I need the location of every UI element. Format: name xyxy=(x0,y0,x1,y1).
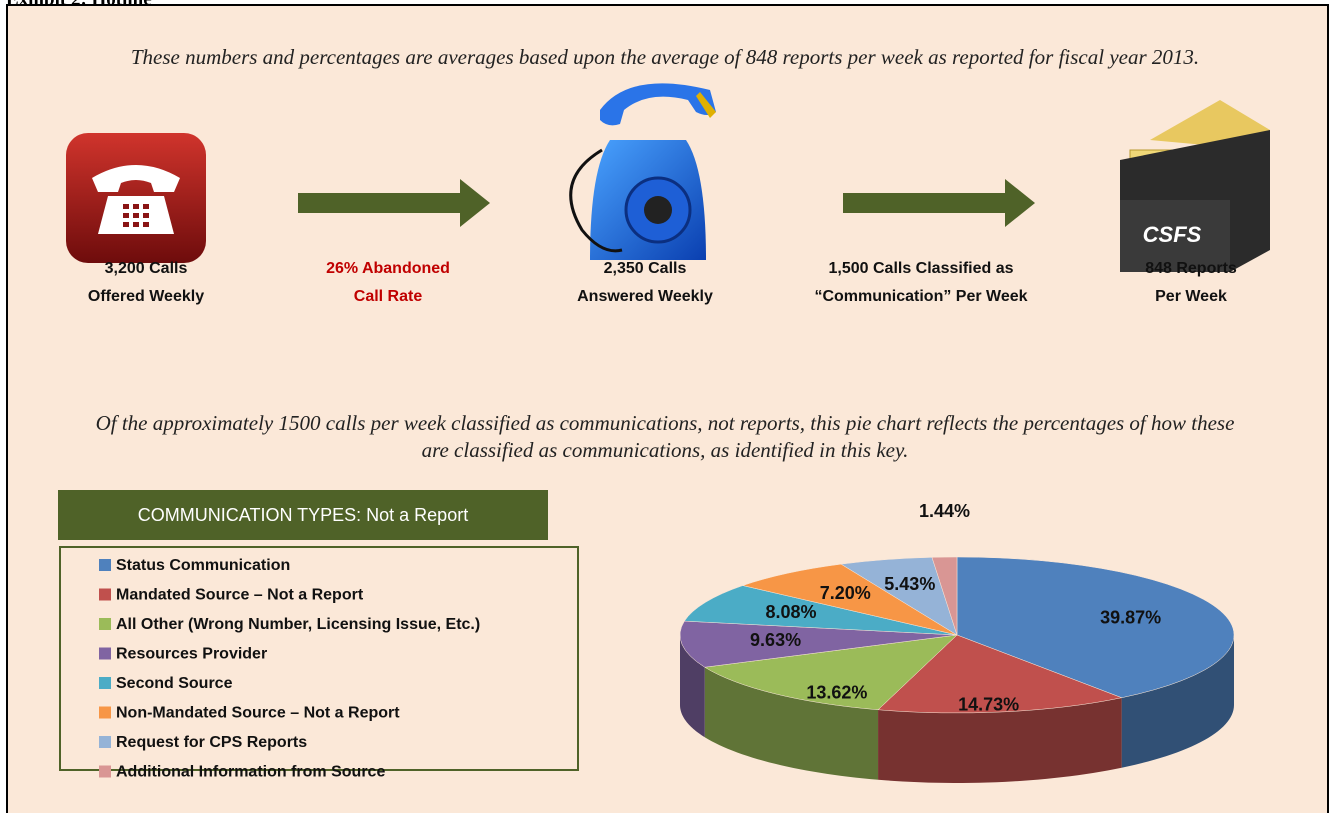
legend-label: Additional Information from Source xyxy=(116,764,385,781)
data-label: 1.44% xyxy=(919,501,970,521)
legend-swatch xyxy=(99,648,111,660)
arrow xyxy=(298,179,490,227)
phone-icon-blue xyxy=(571,83,716,260)
legend-swatch xyxy=(99,618,111,630)
data-label: 9.63% xyxy=(750,630,801,650)
legend-label: Non-Mandated Source – Not a Report xyxy=(116,705,400,722)
legend-title: COMMUNICATION TYPES: Not a Report xyxy=(138,505,468,525)
phone-icon-red xyxy=(66,133,206,263)
legend-swatch xyxy=(99,677,111,689)
page: Exhibit 2: Hotline These numbers and per… xyxy=(0,0,1333,813)
legend-swatch xyxy=(99,707,111,719)
data-label: 5.43% xyxy=(884,574,935,594)
legend-swatch xyxy=(99,736,111,748)
flow-step-line: 848 Reports xyxy=(1145,255,1237,283)
data-label: 13.62% xyxy=(806,683,867,703)
flow-step-line: 3,200 Calls xyxy=(88,255,204,283)
flow-step: 1,500 Calls Classified as“Communication”… xyxy=(814,255,1027,311)
box-label: CSFS xyxy=(1143,222,1202,247)
flow-step-line: Call Rate xyxy=(326,283,450,311)
flow-step-line: 2,350 Calls xyxy=(577,255,713,283)
legend-label: Status Communication xyxy=(116,557,290,574)
legend-label: Mandated Source – Not a Report xyxy=(116,587,364,604)
flow-step-line: Offered Weekly xyxy=(88,283,204,311)
legend-label: Request for CPS Reports xyxy=(116,734,307,751)
data-label: 14.73% xyxy=(958,694,1019,714)
graphics: CSFS COMMUNICATION TYPES: Not a Report S… xyxy=(0,0,1333,813)
legend-label: Resources Provider xyxy=(116,646,267,663)
legend-swatch xyxy=(99,559,111,571)
data-label: 39.87% xyxy=(1100,608,1161,628)
arrow xyxy=(843,179,1035,227)
flow-step-line: 26% Abandoned xyxy=(326,255,450,283)
flow-step-line: Answered Weekly xyxy=(577,283,713,311)
flow-step-line: “Communication” Per Week xyxy=(814,283,1027,311)
data-label: 7.20% xyxy=(820,583,871,603)
legend-label: All Other (Wrong Number, Licensing Issue… xyxy=(116,616,480,633)
flow-step-line: 1,500 Calls Classified as xyxy=(814,255,1027,283)
legend-swatch xyxy=(99,589,111,601)
legend-swatch xyxy=(99,766,111,778)
data-label: 8.08% xyxy=(766,602,817,622)
file-box-icon: CSFS xyxy=(1120,100,1270,272)
flow-step-line: Per Week xyxy=(1145,283,1237,311)
legend-label: Second Source xyxy=(116,675,233,692)
